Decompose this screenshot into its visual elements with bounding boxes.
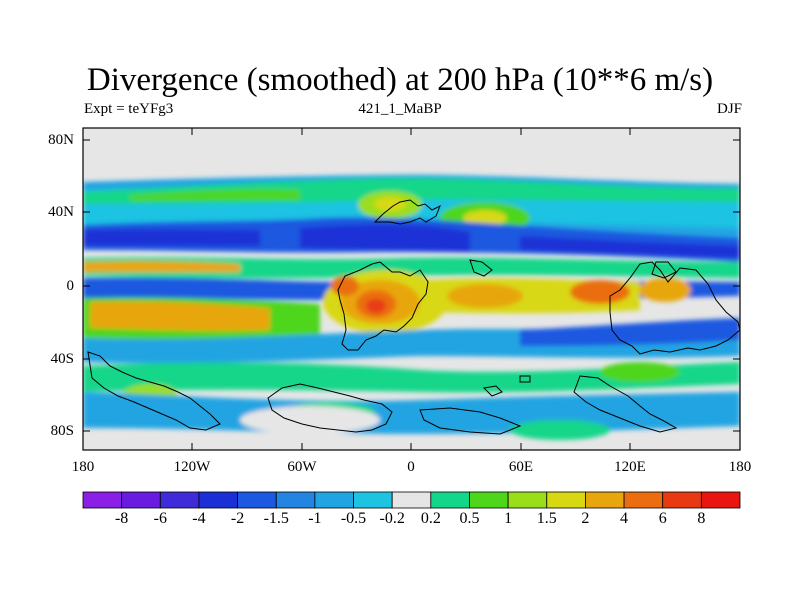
colorbar-cell	[275, 491, 316, 509]
xtick-label-180w: 180	[71, 459, 95, 475]
colorbar-label: -1	[308, 510, 322, 527]
field-blob-45s-east	[600, 362, 680, 382]
field-band-30n-core-west	[83, 229, 260, 246]
coast-newzealand	[573, 375, 678, 433]
season-label: DJF	[716, 101, 742, 117]
coast-island-d	[519, 375, 531, 383]
colorbar-cell	[430, 491, 470, 509]
colorbar-label: 8	[697, 510, 706, 527]
divergence-field	[83, 174, 740, 440]
coast-island-c	[482, 385, 503, 397]
ytick-label-0: 0	[66, 278, 75, 294]
colorbar-label: -6	[153, 510, 167, 527]
colorbar-cell	[469, 491, 509, 509]
axis-ticks	[83, 128, 740, 450]
field-band-30s-east	[520, 318, 740, 346]
colorbar-cell	[314, 491, 354, 509]
colorbar-cell	[159, 491, 200, 509]
field-band-45s	[83, 362, 740, 393]
colorbar-label: 4	[620, 510, 629, 527]
ytick-label-80n: 80N	[48, 132, 74, 148]
colorbar-label: -0.5	[340, 510, 367, 527]
colorbar-cell	[507, 491, 548, 509]
field-blob-samerica	[331, 276, 359, 296]
field-southern-west-core	[90, 301, 270, 331]
colorbar-label: -1.5	[263, 510, 289, 527]
field-blob-europe-core	[374, 197, 406, 211]
field-neutral-patch	[240, 406, 380, 434]
colorbar-cell	[121, 491, 161, 509]
colorbar	[82, 491, 741, 509]
coast-africa-samerica	[337, 261, 429, 351]
colorbar-cell	[198, 491, 238, 509]
coast-island-b	[651, 261, 677, 279]
coast-australasia	[609, 261, 740, 355]
field-indian-ocean-core	[447, 284, 523, 308]
colorbar-label: -0.2	[379, 510, 405, 527]
field-blob-atlantic-core	[366, 299, 386, 313]
coast-island-a	[469, 259, 493, 277]
map-title: Divergence (smoothed) at 200 hPa (10**6 …	[86, 62, 714, 98]
colorbar-label: 1	[504, 510, 513, 527]
field-blob-70s	[510, 420, 610, 440]
xtick-label-0: 0	[407, 459, 415, 475]
colorbar-label: -4	[192, 510, 206, 527]
field-blob-asia-core	[463, 210, 507, 226]
field-band-30n-core-center	[300, 224, 470, 252]
colorbar-cell	[662, 491, 702, 509]
coast-antarctic-east	[419, 407, 522, 435]
field-west-pacific	[639, 278, 691, 302]
colorbar-cell	[585, 491, 625, 509]
xtick-label-60e: 60E	[508, 459, 534, 475]
field-band-30n-core-east	[520, 236, 740, 258]
colorbar-label: -2	[230, 510, 245, 527]
colorbar-label: 0.5	[459, 510, 480, 527]
ytick-label-40s: 40S	[50, 351, 74, 367]
colorbar-cell	[546, 491, 586, 509]
colorbar-cell	[700, 491, 741, 509]
field-band-10n	[83, 257, 740, 279]
xtick-label-60w: 60W	[287, 459, 317, 475]
experiment-label: Expt = teYFg3	[84, 101, 174, 117]
field-streak-45n-core	[130, 189, 300, 201]
ytick-label-40n: 40N	[48, 204, 74, 220]
colorbar-label: 0.2	[420, 510, 441, 527]
ytick-label-80s: 80S	[50, 423, 74, 439]
colorbar-cell	[237, 491, 277, 509]
coast-europe	[373, 199, 441, 225]
field-maritime-continent	[570, 280, 630, 304]
colorbar-label: 6	[658, 510, 667, 527]
colorbar-label: 2	[581, 510, 590, 527]
coastlines	[87, 199, 740, 435]
colorbar-label: -8	[114, 510, 129, 527]
xtick-label-120w: 120W	[173, 459, 211, 475]
colorbar-cell	[82, 491, 123, 509]
run-label: 421_1_MaBP	[358, 101, 442, 117]
coast-southern-islands	[87, 351, 221, 431]
colorbar-label: 1.5	[536, 510, 557, 527]
coast-antarctic-peninsula	[267, 383, 393, 433]
colorbar-cell	[353, 491, 393, 509]
field-band-10n-west-core	[83, 261, 240, 272]
colorbar-cell	[391, 491, 432, 509]
xtick-label-180e: 180	[728, 459, 752, 475]
xtick-label-120e: 120E	[614, 459, 646, 475]
colorbar-cell	[623, 491, 664, 509]
